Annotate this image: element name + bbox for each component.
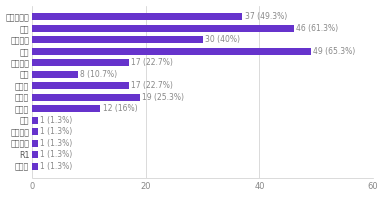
Text: 8 (10.7%): 8 (10.7%) — [80, 70, 117, 79]
Text: 12 (16%): 12 (16%) — [103, 104, 137, 113]
Text: 1 (1.3%): 1 (1.3%) — [40, 127, 72, 136]
Bar — [32, 128, 38, 135]
Bar — [32, 151, 38, 158]
Text: 17 (22.7%): 17 (22.7%) — [131, 58, 173, 67]
Bar — [32, 117, 38, 124]
Bar — [32, 13, 242, 20]
Text: 1 (1.3%): 1 (1.3%) — [40, 162, 72, 171]
Text: 46 (61.3%): 46 (61.3%) — [296, 24, 338, 33]
Text: 1 (1.3%): 1 (1.3%) — [40, 139, 72, 148]
Bar — [32, 25, 293, 32]
Text: 1 (1.3%): 1 (1.3%) — [40, 150, 72, 159]
Bar — [32, 48, 311, 55]
Text: 17 (22.7%): 17 (22.7%) — [131, 81, 173, 90]
Text: 37 (49.3%): 37 (49.3%) — [245, 12, 287, 21]
Bar — [32, 163, 38, 170]
Text: 49 (65.3%): 49 (65.3%) — [313, 47, 355, 56]
Text: 19 (25.3%): 19 (25.3%) — [142, 93, 184, 102]
Bar — [32, 36, 203, 44]
Bar — [32, 105, 100, 112]
Text: 1 (1.3%): 1 (1.3%) — [40, 116, 72, 125]
Bar — [32, 94, 140, 101]
Bar — [32, 59, 129, 66]
Bar — [32, 71, 78, 78]
Text: 30 (40%): 30 (40%) — [205, 35, 240, 44]
Bar — [32, 140, 38, 147]
Bar — [32, 82, 129, 89]
